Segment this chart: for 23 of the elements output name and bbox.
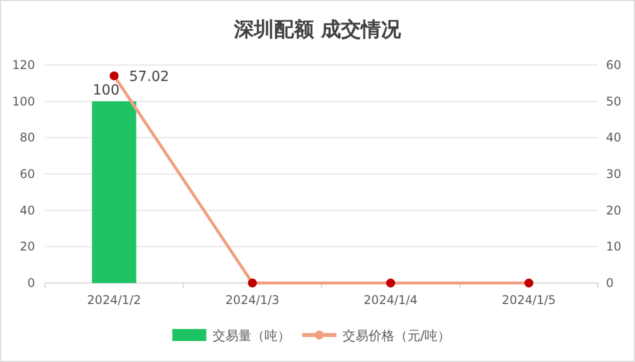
y-tick-label: 100 xyxy=(12,94,35,108)
y-tick-label: 0 xyxy=(27,276,35,290)
legend-label: 交易价格（元/吨） xyxy=(342,328,451,344)
y-tick-label: 120 xyxy=(12,58,35,72)
y-tick-label: 20 xyxy=(20,240,35,254)
y2-tick-label: 40 xyxy=(606,130,622,145)
y2-tick-label: 0 xyxy=(606,276,614,290)
y2-tick-label: 20 xyxy=(606,203,622,218)
y-tick-label: 80 xyxy=(20,130,35,145)
y2-tick-label: 50 xyxy=(606,94,622,108)
x-tick-label: 2024/1/2 xyxy=(87,293,142,307)
x-tick-label: 2024/1/5 xyxy=(502,293,556,307)
y2-tick-label: 60 xyxy=(606,58,622,72)
chart-title: 深圳配额 成交情况 xyxy=(233,17,402,41)
y2-tick-label: 30 xyxy=(606,167,622,181)
y-tick-label: 40 xyxy=(20,203,35,218)
legend-label: 交易量（吨） xyxy=(212,328,290,344)
x-tick-label: 2024/1/4 xyxy=(364,293,418,307)
data-label: 100 xyxy=(92,82,120,98)
x-tick-label: 2024/1/3 xyxy=(225,293,280,307)
y2-tick-label: 10 xyxy=(606,240,622,254)
y-tick-label: 60 xyxy=(20,167,35,181)
data-label: 57.02 xyxy=(129,68,170,85)
